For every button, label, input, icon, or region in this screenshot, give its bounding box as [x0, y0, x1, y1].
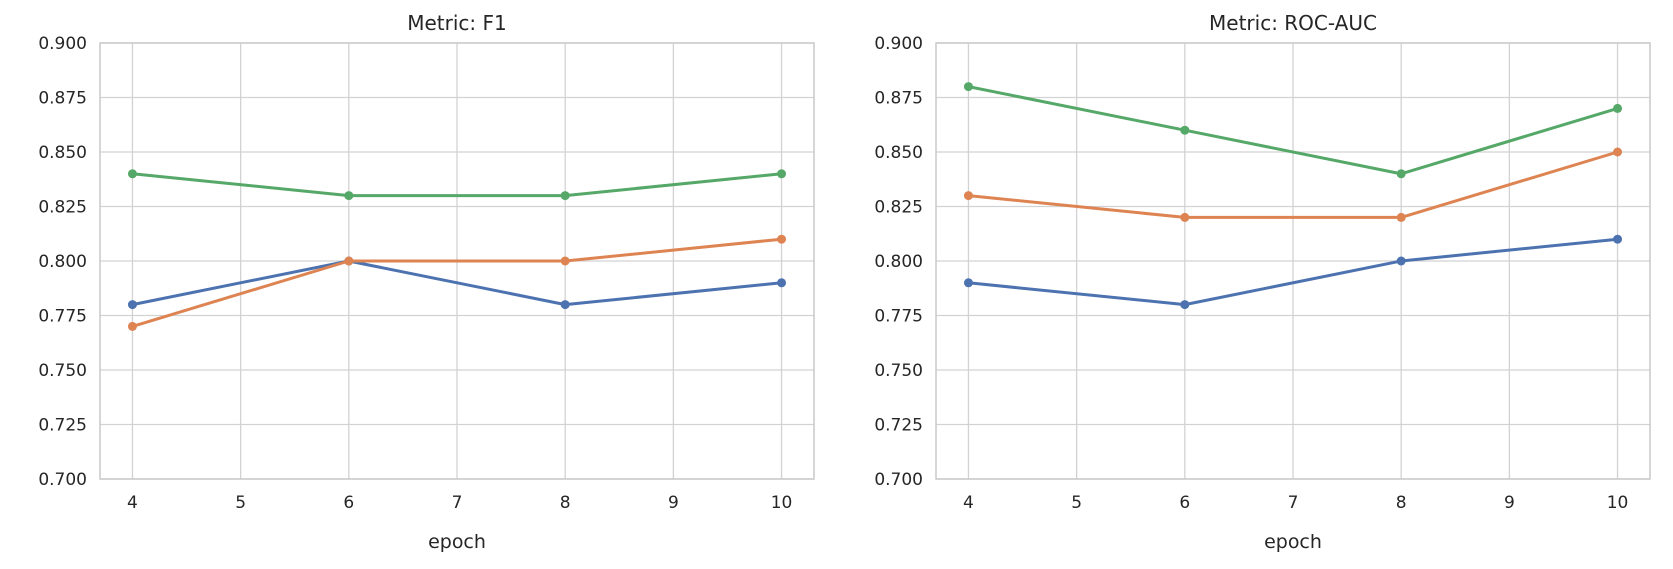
- series-line-orange: [130, 237, 784, 328]
- x-axis-label: epoch: [1264, 531, 1322, 553]
- data-point-blue: [560, 300, 570, 310]
- data-point-green: [1396, 169, 1406, 179]
- x-tick-label: 9: [668, 493, 679, 513]
- data-point-orange: [560, 256, 570, 266]
- data-point-orange: [1180, 212, 1190, 222]
- data-point-green: [1613, 103, 1623, 113]
- data-point-green: [1180, 125, 1190, 135]
- x-tick-label: 8: [560, 493, 571, 513]
- chart-roc-auc: 0.700 0.725 0.750 0.775 0.800 0.825 0.850 0.875…: [874, 11, 1651, 553]
- plot-area-f1: 0.700 0.725 0.750 0.775 0.800 0.825 0.850 0.875…: [38, 34, 815, 513]
- y-tick-label: 0.700: [874, 470, 923, 490]
- x-tick-label: 5: [1071, 493, 1082, 513]
- data-point-orange: [777, 234, 787, 244]
- data-point-orange: [127, 321, 137, 331]
- x-tick-label: 4: [127, 493, 138, 513]
- data-point-green: [127, 169, 137, 179]
- x-tick-label: 6: [343, 493, 354, 513]
- data-point-blue: [1396, 256, 1406, 266]
- series-line-green: [966, 85, 1620, 176]
- data-point-blue: [963, 278, 973, 288]
- chart-title: Metric: ROC-AUC: [1209, 11, 1377, 35]
- chart-f1: 0.700 0.725 0.750 0.775 0.800 0.825 0.850 0.875…: [38, 11, 815, 553]
- y-tick-label: 0.875: [874, 89, 923, 109]
- x-tick-label: 7: [452, 493, 463, 513]
- y-tick-label: 0.750: [38, 361, 87, 381]
- data-point-green: [777, 169, 787, 179]
- series-line-green: [130, 172, 784, 198]
- data-point-blue: [777, 278, 787, 288]
- series-line-blue: [966, 237, 1620, 307]
- data-point-blue: [1613, 234, 1623, 244]
- y-tick-label: 0.900: [38, 34, 87, 54]
- x-tick-label: 6: [1179, 493, 1190, 513]
- y-tick-label: 0.850: [874, 143, 923, 163]
- y-tick-label: 0.875: [38, 89, 87, 109]
- y-tick-label: 0.725: [874, 416, 923, 436]
- x-tick-label: 10: [771, 493, 793, 513]
- y-tick-label: 0.700: [38, 470, 87, 490]
- plot-area-roc-auc: 0.700 0.725 0.750 0.775 0.800 0.825 0.850 0.875…: [874, 34, 1651, 513]
- data-point-orange: [1613, 147, 1623, 157]
- y-tick-label: 0.825: [874, 198, 923, 218]
- x-tick-label: 8: [1396, 493, 1407, 513]
- chart-panel-roc-auc: 0.700 0.725 0.750 0.775 0.800 0.825 0.850 0.875…: [836, 0, 1672, 565]
- series-line-orange: [966, 150, 1620, 219]
- data-point-orange: [1396, 212, 1406, 222]
- data-point-blue: [127, 300, 137, 310]
- y-tick-label: 0.725: [38, 416, 87, 436]
- x-tick-label: 7: [1288, 493, 1299, 513]
- chart-title: Metric: F1: [407, 11, 507, 35]
- series-line-blue: [130, 259, 784, 307]
- axes-frame: [99, 42, 815, 480]
- axes-frame: [935, 42, 1651, 480]
- y-tick-label: 0.850: [38, 143, 87, 163]
- x-tick-label: 10: [1607, 493, 1629, 513]
- x-tick-label: 5: [235, 493, 246, 513]
- data-point-green: [560, 191, 570, 201]
- chart-panel-f1: 0.700 0.725 0.750 0.775 0.800 0.825 0.850 0.875…: [0, 0, 836, 565]
- data-point-orange: [344, 256, 354, 266]
- y-tick-label: 0.900: [874, 34, 923, 54]
- x-axis-label: epoch: [428, 531, 486, 553]
- data-point-orange: [963, 191, 973, 201]
- y-tick-label: 0.775: [38, 307, 87, 327]
- data-point-blue: [1180, 300, 1190, 310]
- y-tick-label: 0.825: [38, 198, 87, 218]
- y-tick-label: 0.800: [38, 252, 87, 272]
- x-tick-label: 4: [963, 493, 974, 513]
- y-tick-label: 0.775: [874, 307, 923, 327]
- y-tick-label: 0.800: [874, 252, 923, 272]
- x-tick-label: 9: [1504, 493, 1515, 513]
- data-point-green: [344, 191, 354, 201]
- y-tick-label: 0.750: [874, 361, 923, 381]
- data-point-green: [963, 82, 973, 92]
